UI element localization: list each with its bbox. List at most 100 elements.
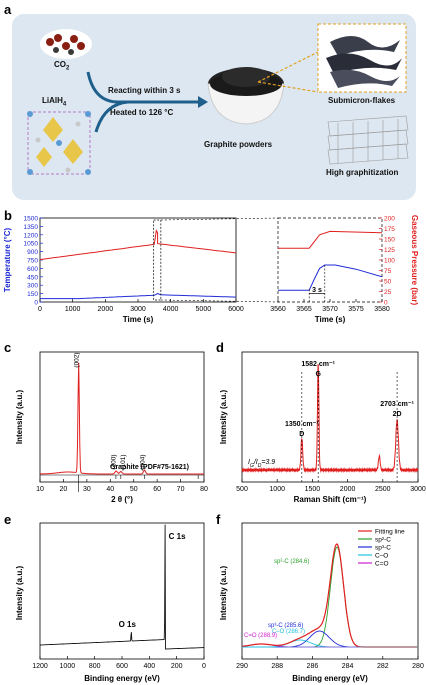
panel-a-letter: a — [4, 2, 12, 17]
panel-f-letter: f — [216, 512, 221, 527]
zoom-box — [153, 219, 162, 301]
zoom-time-axis-tick-label: 3560 — [270, 306, 286, 313]
graphite-lattice — [327, 115, 409, 165]
zoom-frame — [277, 217, 383, 303]
temperature-axis-tick-label: 1200 — [24, 232, 39, 239]
temperature-axis-tick-label: 150 — [27, 291, 38, 298]
raman-shift-axis-tick-label: 1000 — [269, 486, 285, 493]
binding-energy-axis-label: Binding energy (eV) — [84, 674, 160, 683]
xps-survey-spectrum — [40, 524, 204, 650]
intensity-axis-label: Intensity (a.u.) — [15, 390, 24, 445]
c-o-annotation: C–O (286.7) — [272, 629, 305, 635]
raman-shift-axis-tick-label: 1500 — [305, 486, 321, 493]
time-axis-tick-label: 2000 — [98, 306, 114, 313]
zoom-time-axis-label: Time (s) — [315, 315, 346, 324]
sp3-annotation: sp³-C (285.6) — [268, 623, 303, 629]
zoom-time-axis-tick-label: 3565 — [296, 306, 312, 313]
reaction-time-label: Reacting within 3 s — [108, 86, 181, 95]
legend-label: sp²-C — [375, 537, 391, 544]
temperature-axis-tick-label: 450 — [27, 274, 38, 281]
pressure-axis-tick-label: 0 — [384, 300, 388, 307]
intensity-axis-label: Intensity (a.u.) — [15, 566, 24, 621]
product-label: Graphite powders — [204, 140, 273, 149]
temperature-axis-tick-label: 1050 — [24, 241, 39, 248]
lialh4-crystal — [27, 111, 91, 175]
binding-energy-axis-tick-label: 280 — [412, 663, 424, 670]
zoom-time-axis-tick-label: 3580 — [374, 306, 390, 313]
2d-peak-label: 2D — [393, 411, 402, 418]
legend-label: sp³-C — [375, 545, 391, 552]
zoom-time-axis-tick-label: 3570 — [322, 306, 338, 313]
pressure-axis-label: Gaseous Pressure (bar) — [410, 215, 419, 306]
raman-frame — [241, 351, 419, 483]
legend-label: C=O — [375, 561, 389, 568]
raman-spectrum — [241, 364, 419, 474]
graphitization-label: High graphitization — [326, 168, 399, 177]
two-theta-axis-tick-label: 40 — [106, 486, 114, 493]
lialh4-label: LiAlH4 — [42, 96, 67, 108]
panel-a-figure — [12, 14, 416, 200]
time-axis-tick-label: 1000 — [65, 306, 81, 313]
flakes-label: Submicron-flakes — [328, 96, 396, 105]
temperature-axis-tick-label: 0 — [34, 300, 38, 307]
o1s-peak-label: O 1s — [119, 620, 137, 629]
xrd-frame — [39, 351, 205, 483]
panel-d-chart: 500 1000 1500 2000 2500 3000 1582 cm⁻¹ G 1350 cm… — [219, 351, 426, 504]
zoom-time-axis-tick-label: 3575 — [348, 306, 364, 313]
two-theta-axis-label: 2 θ (°) — [111, 495, 133, 504]
c-double-o-annotation: C=O (288.9) — [244, 633, 277, 639]
c1s-peak-label: C 1s — [169, 532, 186, 541]
legend-label: C–O — [375, 553, 388, 560]
two-theta-axis-tick-label: 50 — [130, 486, 138, 493]
two-theta-axis-tick-label: 10 — [36, 486, 44, 493]
peak-label: (002) — [74, 352, 81, 367]
pressure-line — [39, 229, 237, 261]
intensity-axis-label: Intensity (a.u.) — [219, 390, 228, 445]
peak-label: (100) — [111, 454, 118, 469]
temperature-line — [40, 293, 237, 300]
two-theta-axis-tick-label: 60 — [153, 486, 161, 493]
binding-energy-axis-tick-label: 286 — [307, 663, 319, 670]
temperature-axis-tick-label: 900 — [27, 249, 38, 256]
binding-energy-axis-label: Binding energy (eV) — [292, 674, 368, 683]
pressure-axis-tick-label: 50 — [384, 279, 392, 286]
2d-peak-value: 2703 cm⁻¹ — [380, 401, 414, 408]
reaction-temperature-label: Heated to 126 °C — [110, 108, 174, 117]
raman-shift-axis-label: Raman Shift (cm⁻¹) — [294, 495, 367, 504]
c-o-component — [242, 639, 418, 648]
raman-shift-axis-tick-label: 3000 — [410, 486, 426, 493]
time-axis-tick-label: 3000 — [130, 306, 146, 313]
binding-energy-axis-tick-label: 288 — [271, 663, 283, 670]
xrd-pattern — [40, 362, 204, 475]
binding-energy-axis-tick-label: 284 — [342, 663, 354, 670]
pressure-axis-tick-label: 200 — [384, 216, 395, 223]
temperature-axis-tick-label: 1350 — [24, 224, 39, 231]
d-peak-value: 1350 cm⁻¹ — [285, 421, 319, 428]
pressure-axis-tick-label: 150 — [384, 237, 395, 244]
intensity-ratio-label: IG/ID=3.9 — [248, 459, 275, 469]
sp2-annotation: sp²-C (284.6) — [274, 559, 309, 565]
panel-d-letter: d — [216, 340, 224, 355]
c1s-frame — [241, 522, 419, 660]
binding-energy-axis-tick-label: 1200 — [32, 663, 48, 670]
binding-energy-axis-tick-label: 1000 — [60, 663, 76, 670]
two-theta-axis-tick-label: 20 — [60, 486, 68, 493]
d-peak-label: D — [299, 431, 304, 438]
two-theta-axis-tick-label: 80 — [200, 486, 208, 493]
temperature-axis-tick-label: 750 — [27, 258, 38, 265]
time-axis-tick-label: 4000 — [163, 306, 179, 313]
two-theta-axis-tick-label: 30 — [83, 486, 91, 493]
plot-frame-main — [39, 217, 237, 303]
binding-energy-axis-tick-label: 600 — [116, 663, 128, 670]
two-theta-axis-tick-label: 70 — [177, 486, 185, 493]
peak-label: (004) — [139, 454, 146, 469]
legend-label: Fitting line — [375, 529, 405, 536]
binding-energy-axis-tick-label: 282 — [377, 663, 389, 670]
temperature-axis-label: Temperature (°C) — [3, 227, 12, 292]
pressure-axis-tick-label: 100 — [384, 258, 395, 265]
raman-shift-axis-tick-label: 500 — [236, 486, 248, 493]
g-peak-label: G — [315, 371, 321, 378]
raman-shift-axis-tick-label: 2500 — [375, 486, 391, 493]
panel-c-letter: c — [4, 340, 12, 355]
